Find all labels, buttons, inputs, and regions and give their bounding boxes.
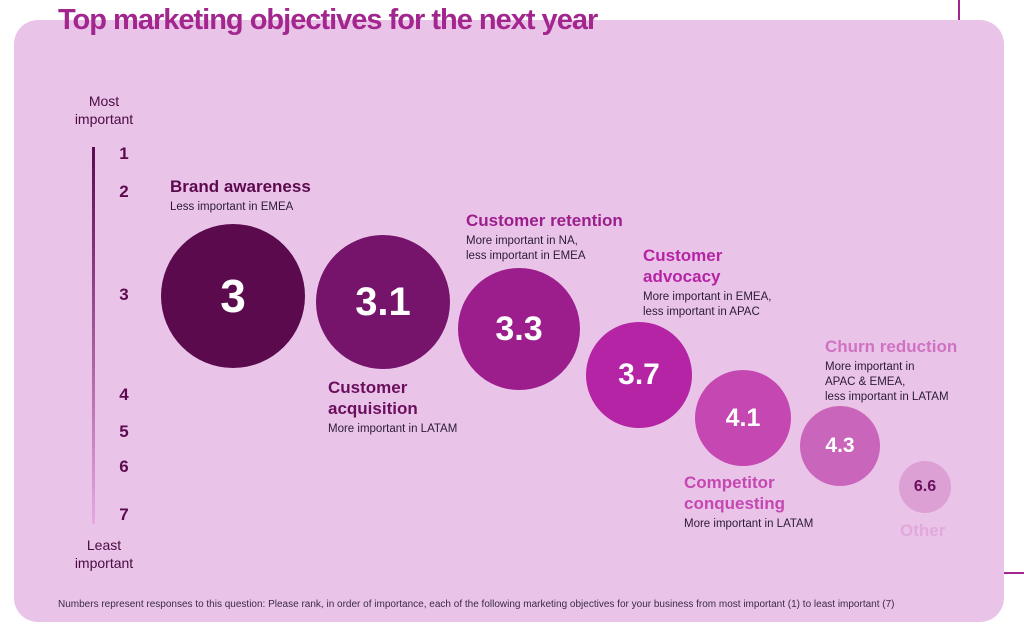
bubble: 4.1 [695,370,791,466]
objective-name: Brand awareness [170,177,311,196]
bubble: 3.1 [316,235,450,369]
objective-note: More important in APAC & EMEA, less impo… [825,361,949,403]
axis-tick: 7 [119,505,129,524]
objective-name: Churn reduction [825,337,958,356]
bubble: 3 [161,224,305,368]
decor-line [1004,572,1024,574]
bubble: 3.3 [458,268,580,390]
objective-note: More important in EMEA, less important i… [643,291,772,318]
bubble: 3.7 [586,322,692,428]
bubble: 6.6 [899,461,951,513]
axis-tick: 6 [119,457,129,476]
axis-label-bottom: Least important [74,537,134,571]
bubble-label: Other [900,520,945,541]
objective-name: Other [900,521,946,540]
axis-tick: 1 [119,144,129,163]
rank-axis [92,147,95,524]
objective-note: Less important in EMEA [170,201,294,213]
objective-name: Customer acquisition [328,378,418,418]
bubble-label: Customer advocacy More important in EMEA,… [643,245,783,320]
axis-label-top: Most important [74,93,134,127]
bubble: 4.3 [800,406,880,486]
objective-note: More important in LATAM [328,423,458,435]
bubble-label: Churn reduction More important in APAC & … [825,336,957,405]
objective-note: More important in LATAM [684,518,814,530]
axis-tick: 5 [119,422,129,441]
chart-title: Top marketing objectives for the next ye… [58,4,598,36]
bubble-label: Brand awareness Less important in EMEA [170,176,311,215]
objective-name: Competitor conquesting [684,473,786,513]
decor-line [958,0,960,20]
axis-tick: 4 [119,385,129,404]
footnote: Numbers represent responses to this ques… [58,599,895,610]
axis-tick: 3 [119,285,129,304]
objective-name: Customer retention [466,211,623,230]
axis-tick: 2 [119,182,129,201]
bubble-label: Customer retention More important in NA, … [466,210,623,264]
bubble-label: Competitor conquesting More important in … [684,472,824,532]
objective-name: Customer advocacy [643,246,723,286]
bubble-label: Customer acquisition More important in LA… [328,377,468,437]
objective-note: More important in NA, less important in … [466,235,586,262]
